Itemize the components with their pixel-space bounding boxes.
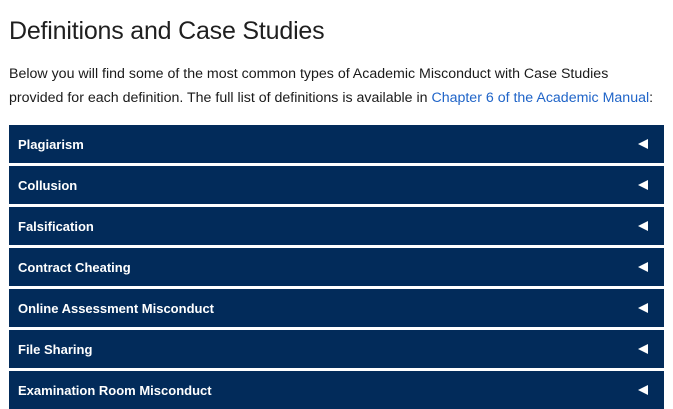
accordion-item-file-sharing[interactable]: File Sharing <box>9 330 664 368</box>
definitions-accordion: Plagiarism Collusion Falsification Contr… <box>9 125 664 409</box>
page-title: Definitions and Case Studies <box>9 17 325 45</box>
accordion-item-collusion[interactable]: Collusion <box>9 166 664 204</box>
triangle-left-icon[interactable] <box>638 385 648 395</box>
accordion-item-label: Plagiarism <box>18 136 84 152</box>
accordion-item-examination-room-misconduct[interactable]: Examination Room Misconduct <box>9 371 664 409</box>
academic-manual-link[interactable]: Chapter 6 of the Academic Manual <box>431 90 650 106</box>
triangle-left-icon[interactable] <box>638 221 648 231</box>
triangle-left-icon[interactable] <box>638 303 648 313</box>
triangle-left-icon[interactable] <box>638 139 648 149</box>
accordion-item-label: Falsification <box>18 218 94 234</box>
accordion-item-label: Online Assessment Misconduct <box>18 300 215 316</box>
accordion-item-label: Contract Cheating <box>18 259 131 275</box>
accordion-item-label: Examination Room Misconduct <box>18 382 212 398</box>
accordion-item-online-assessment-misconduct[interactable]: Online Assessment Misconduct <box>9 289 664 327</box>
intro-suffix: : <box>649 90 654 106</box>
accordion-item-falsification[interactable]: Falsification <box>9 207 664 245</box>
intro-paragraph: Below you will find some of the most com… <box>9 62 665 110</box>
intro-text: Below you will find some of the most com… <box>9 66 609 106</box>
accordion-item-plagiarism[interactable]: Plagiarism <box>9 125 664 163</box>
triangle-left-icon[interactable] <box>638 344 648 354</box>
triangle-left-icon[interactable] <box>638 262 648 272</box>
accordion-item-label: File Sharing <box>18 341 93 357</box>
accordion-item-contract-cheating[interactable]: Contract Cheating <box>9 248 664 286</box>
triangle-left-icon[interactable] <box>638 180 648 190</box>
accordion-item-label: Collusion <box>18 177 78 193</box>
